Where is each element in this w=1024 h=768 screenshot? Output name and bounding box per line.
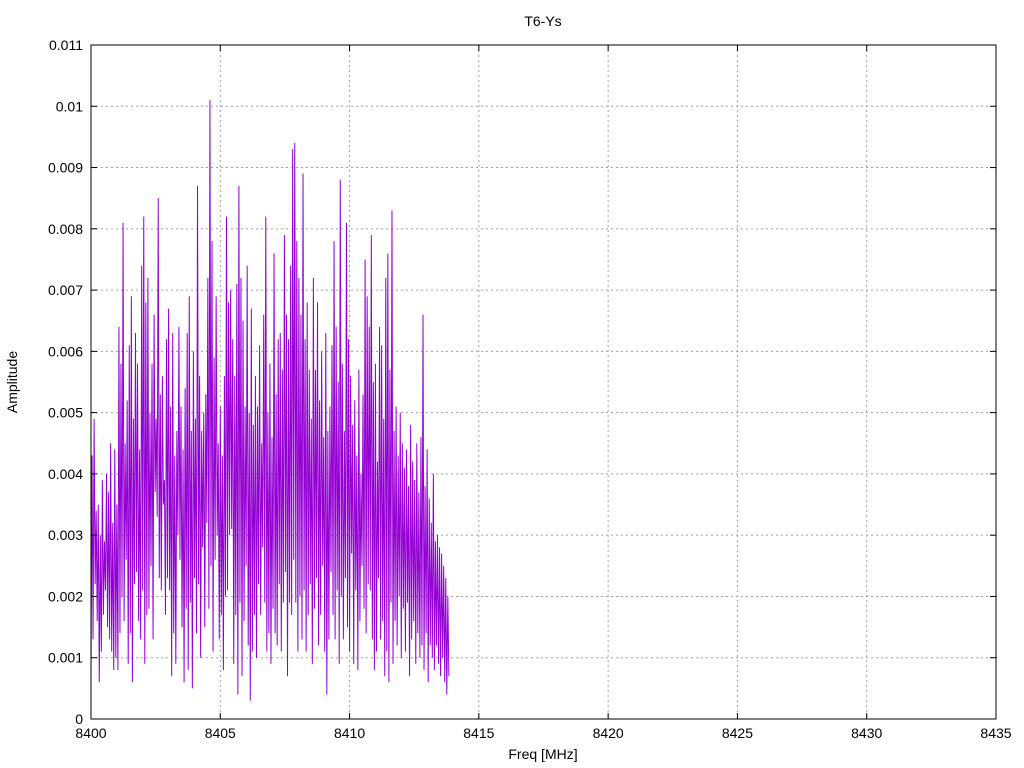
y-tick-label: 0.003 (48, 527, 83, 543)
x-tick-label: 8420 (593, 725, 624, 741)
x-tick-label: 8405 (205, 725, 236, 741)
y-tick-label: 0 (75, 711, 83, 727)
tick-labels: 8400 8405 8410 8415 8420 8425 8430 8435 0 0.001 0.… (48, 37, 1012, 741)
x-axis-label: Freq [MHz] (508, 746, 577, 762)
chart-title: T6-Ys (524, 13, 561, 29)
series-layer (90, 100, 450, 701)
x-tick-label: 8425 (722, 725, 753, 741)
y-tick-label: 0.001 (48, 650, 83, 666)
axis-ticks (90, 44, 997, 720)
y-tick-label: 0.009 (48, 160, 83, 176)
series-line (90, 100, 450, 701)
y-tick-label: 0.002 (48, 588, 83, 604)
y-axis-label: Amplitude (4, 351, 20, 413)
x-tick-label: 8400 (75, 725, 106, 741)
y-tick-label: 0.004 (48, 466, 83, 482)
x-tick-label: 8415 (463, 725, 494, 741)
y-tick-label: 0.006 (48, 343, 83, 359)
x-tick-label: 8410 (334, 725, 365, 741)
x-tick-label: 8430 (851, 725, 882, 741)
y-tick-label: 0.011 (49, 37, 83, 53)
y-tick-label: 0.007 (48, 282, 83, 298)
x-tick-label: 8435 (980, 725, 1011, 741)
y-tick-label: 0.01 (56, 98, 83, 114)
plot-area-border (90, 44, 997, 720)
y-tick-label: 0.005 (48, 405, 83, 421)
y-tick-label: 0.008 (48, 221, 83, 237)
